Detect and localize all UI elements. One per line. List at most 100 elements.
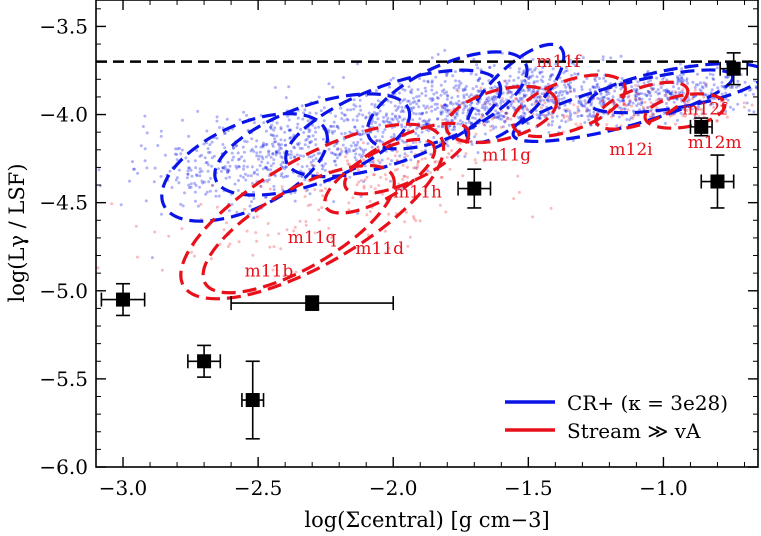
scatter-point bbox=[542, 98, 546, 102]
scatter-point bbox=[358, 98, 362, 102]
scatter-point bbox=[665, 90, 669, 94]
scatter-point bbox=[599, 92, 603, 96]
scatter-point bbox=[692, 95, 696, 99]
scatter-point bbox=[376, 111, 380, 115]
scatter-point bbox=[469, 72, 473, 76]
scatter-point bbox=[466, 109, 470, 113]
scatter-point bbox=[409, 158, 413, 162]
scatter-point bbox=[287, 85, 291, 89]
scatter-point bbox=[453, 116, 457, 120]
scatter-point bbox=[248, 204, 252, 208]
scatter-point bbox=[700, 85, 704, 89]
scatter-point bbox=[629, 116, 633, 120]
scatter-point bbox=[183, 191, 186, 195]
scatter-point bbox=[468, 103, 472, 107]
scatter-point bbox=[274, 150, 278, 153]
scatter-point bbox=[461, 121, 465, 125]
scatter-point bbox=[674, 91, 678, 95]
scatter-point bbox=[581, 56, 585, 60]
scatter-point bbox=[119, 203, 123, 207]
scatter-point bbox=[485, 98, 489, 102]
scatter-point bbox=[348, 175, 352, 179]
scatter-point bbox=[355, 143, 359, 147]
scatter-point bbox=[506, 106, 510, 110]
scatter-point bbox=[561, 113, 564, 117]
scatter-point bbox=[402, 140, 406, 144]
scatter-point bbox=[265, 167, 269, 171]
scatter-point bbox=[528, 88, 532, 92]
scatter-point bbox=[314, 111, 318, 115]
scatter-point bbox=[628, 99, 632, 103]
scatter-point bbox=[194, 166, 198, 170]
scatter-point bbox=[321, 137, 325, 141]
scatter-point bbox=[685, 99, 689, 103]
halo-label-m12f: m12f bbox=[682, 100, 728, 120]
scatter-point bbox=[502, 79, 506, 83]
scatter-point bbox=[698, 107, 702, 111]
y-tick-label: −4.5 bbox=[39, 191, 88, 215]
scatter-point bbox=[452, 86, 456, 90]
scatter-point bbox=[569, 90, 573, 94]
scatter-point bbox=[226, 169, 230, 173]
scatter-point bbox=[406, 144, 409, 148]
scatter-point bbox=[417, 105, 421, 109]
scatter-point bbox=[438, 203, 442, 207]
scatter-point bbox=[304, 223, 308, 227]
scatter-point bbox=[520, 73, 524, 76]
scatter-point bbox=[679, 79, 683, 82]
cr-plus-contour bbox=[587, 61, 758, 115]
scatter-point bbox=[270, 133, 274, 137]
scatter-point bbox=[456, 154, 460, 158]
scatter-point bbox=[143, 114, 147, 118]
scatter-point bbox=[392, 133, 396, 136]
scatter-point bbox=[463, 88, 467, 92]
scatter-point bbox=[359, 147, 363, 151]
scatter-point bbox=[613, 102, 616, 106]
scatter-point bbox=[430, 105, 434, 109]
scatter-point bbox=[143, 159, 147, 163]
scatter-point bbox=[588, 88, 592, 92]
scatter-point bbox=[260, 155, 264, 159]
scatter-point bbox=[136, 255, 139, 259]
scatter-point bbox=[475, 108, 479, 112]
scatter-point bbox=[283, 130, 287, 134]
scatter-point bbox=[305, 137, 309, 141]
scatter-point bbox=[704, 84, 708, 88]
scatter-point bbox=[494, 102, 498, 105]
scatter-point bbox=[538, 117, 542, 120]
scatter-point bbox=[530, 103, 534, 107]
scatter-point bbox=[453, 128, 456, 131]
scatter-point bbox=[287, 118, 291, 122]
scatter-point bbox=[277, 232, 281, 236]
scatter-point bbox=[748, 88, 752, 92]
scatter-point bbox=[532, 89, 535, 93]
scatter-point bbox=[209, 177, 213, 180]
scatter-point bbox=[439, 110, 443, 114]
scatter-point bbox=[517, 70, 521, 74]
scatter-point bbox=[683, 114, 687, 118]
scatter-point bbox=[611, 95, 615, 99]
scatter-point bbox=[576, 108, 580, 111]
scatter-point bbox=[259, 184, 263, 188]
scatter-point bbox=[353, 144, 357, 147]
scatter-point bbox=[462, 108, 465, 112]
scatter-point bbox=[445, 104, 449, 108]
scatter-point bbox=[186, 169, 190, 173]
scatter-point bbox=[553, 86, 557, 90]
scatter-point bbox=[489, 128, 493, 132]
scatter-point bbox=[333, 159, 337, 163]
scatter-point bbox=[311, 134, 315, 138]
scatter-point bbox=[596, 69, 600, 73]
scatter-point bbox=[207, 151, 210, 154]
scatter-point bbox=[288, 136, 292, 140]
scatter-point bbox=[632, 114, 636, 118]
scatter-point bbox=[292, 155, 296, 159]
scatter-point bbox=[272, 184, 276, 188]
scatter-point bbox=[273, 137, 277, 141]
scatter-point bbox=[420, 111, 424, 115]
scatter-point bbox=[329, 124, 333, 128]
scatter-point bbox=[512, 197, 516, 201]
scatter-point bbox=[345, 149, 349, 153]
halo-label-m11h: m11h bbox=[393, 182, 442, 202]
scatter-point bbox=[498, 113, 502, 117]
